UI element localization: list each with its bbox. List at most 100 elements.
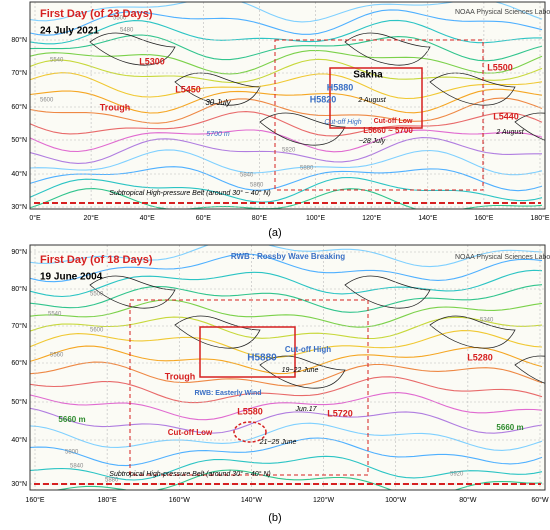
lon-tick-label: 100°E [306,214,325,222]
annotation: L5300 [139,56,165,66]
coastline [174,315,261,349]
contour-line [30,392,543,421]
annotation: Subtropical High-pressure Belt (around 3… [109,470,270,478]
lon-tick-label: 80°E [252,214,268,222]
annotation: RWB: Easterly Wind [194,390,261,397]
annotation: 19~22 June [282,367,319,374]
lat-tick-label: 60°N [11,359,27,367]
contour-label: 5560 [50,353,64,359]
annotation: 5660 m [58,415,85,424]
lon-tick-label: 120°E [362,214,381,222]
contour-line [30,245,543,268]
contour-line [30,97,543,124]
contour-line [30,34,543,62]
annotation: Cut-off High [324,119,361,126]
contour-line [30,2,543,23]
contour-line [30,88,543,114]
contour-label: 5880 [300,166,314,172]
annotation: L5280 [467,352,493,362]
annotation: L5720 [327,408,353,418]
lat-tick-label: 70°N [11,69,27,77]
lat-tick-label: 30°N [11,203,27,211]
lat-tick-label: 40°N [11,170,27,178]
contour-line [30,422,543,451]
lat-tick-label: 30°N [11,480,27,488]
contour-label: 5840 [240,173,254,179]
coastline [174,72,261,106]
annotation: L5440 [493,111,519,121]
contour-line [30,269,543,298]
annotation: Cut-off Low [374,118,413,125]
contour-label: 5340 [480,318,494,324]
lon-tick-label: 60°E [196,214,212,222]
coastline [259,355,346,389]
panel-date: 24 July 2021 [40,26,99,37]
contour-line [30,137,542,164]
credit: NOAA Physical Sciences Laboratory [455,9,550,16]
contour-label: 5600 [90,328,104,334]
lat-tick-label: 50°N [11,398,27,406]
panel-label: (a) [268,227,281,239]
lon-tick-label: 20°E [83,214,99,222]
lon-tick-label: 160°E [474,214,493,222]
lat-tick-label: 70°N [11,322,27,330]
contour-label: 5920 [450,472,464,478]
lon-tick-label: 180°E [530,214,549,222]
lon-tick-label: 80°W [459,496,477,504]
lon-tick-label: 140°W [241,496,262,504]
panel-title: First Day (of 18 Days) [40,254,153,266]
contour-label: 5800 [65,450,79,456]
contour-line [30,330,543,359]
annotation: H5880 [247,353,277,364]
lon-tick-label: 120°W [313,496,334,504]
contour-line [30,149,543,176]
lon-tick-label: 0°E [29,214,41,222]
annotation: 30 July [205,98,231,107]
map-frame [29,244,546,491]
annotation: L5580 [237,406,263,416]
contour-label: 5820 [282,148,296,154]
annotation: 21~25 June [259,439,297,446]
contour-line [30,299,543,328]
lat-tick-label: 80°N [11,285,27,293]
contour-line [30,284,543,313]
contour-line [30,376,543,404]
lon-tick-label: 100°W [385,496,406,504]
lon-tick-label: 40°E [140,214,156,222]
lat-tick-label: 50°N [11,136,27,144]
contour-line [30,111,543,137]
lon-tick-label: 140°E [418,214,437,222]
contour-line [30,361,543,387]
annotation: 5700 m [206,131,230,138]
contour-line [30,253,543,283]
contour-line [30,455,543,481]
focus-box [329,67,423,129]
lat-tick-label: 60°N [11,103,27,111]
annotation: H5880 [327,82,354,92]
contour-line [30,9,543,36]
contour-label: 5600 [40,98,54,104]
coastline [429,72,516,106]
contour-line [30,345,543,375]
annotation: L5500 [487,62,513,72]
panel-title: First Day (of 23 Days) [40,8,153,20]
contour-label: 5840 [70,464,84,470]
lon-tick-label: 160°W [169,496,190,504]
contour-line [30,437,543,467]
contour-label: 5880 [105,478,119,484]
annotation: 5660 m [496,423,523,432]
annotation: RWB : Rossby Wave Breaking [231,252,345,261]
map-background [30,245,545,490]
coastline [89,32,176,66]
contour-line [30,72,543,100]
annotation: ~28 July [359,138,386,145]
annotation: Subtropical High-pressure Belt (around 3… [109,189,270,197]
annotation: L5660 ~ 5700 [363,126,413,135]
contour-line [30,407,543,434]
annotation: H5820 [310,94,337,104]
annotation: Jun.17 [294,406,317,413]
coastline [89,275,176,309]
lon-tick-label: 160°E [25,496,44,504]
contour-label: 5540 [48,312,62,318]
coastline [429,315,516,349]
